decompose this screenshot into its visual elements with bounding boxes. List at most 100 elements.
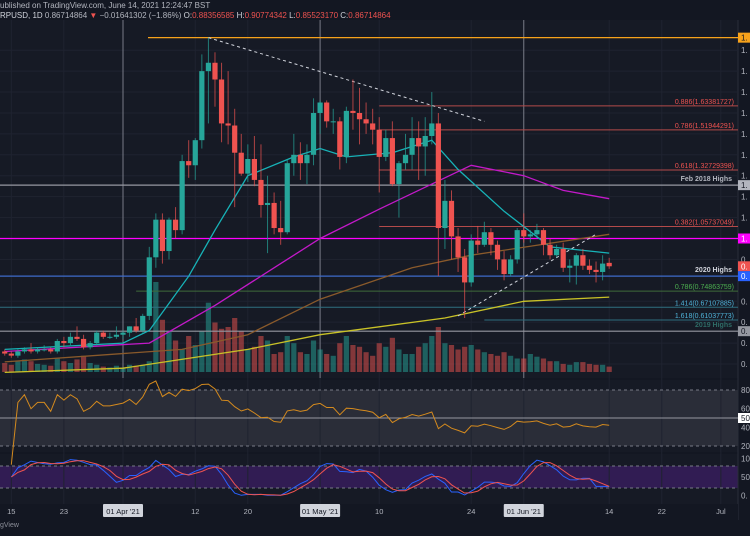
price-label-text: 1. [741,234,748,243]
candle [343,106,349,164]
candle [159,213,166,264]
candle [422,117,428,176]
candle-body [324,102,330,122]
candle [205,37,212,124]
candle [100,330,106,339]
volume-bar [429,336,435,372]
candle [304,144,310,185]
candle [120,330,126,339]
volume-bar [126,364,133,372]
candle-body [232,125,238,153]
volume-bar [297,352,303,372]
candle-body [80,338,87,348]
candle-body [547,244,553,256]
candle-body [402,154,409,164]
candle-body [61,341,67,344]
candle-body [28,349,34,352]
fib-level-label: 0.786(0.74863759) [675,284,734,291]
candle [48,347,54,354]
candle-body [192,140,198,166]
volume-bar [140,364,146,372]
logo-text: gView [0,522,19,529]
candle [586,259,593,275]
volume-bar [258,336,264,372]
volume-bar [396,349,402,372]
candle [107,332,113,339]
candle [284,158,290,235]
candle [448,190,455,260]
candle-body [87,343,93,348]
price-tick-label: 1. [741,151,748,160]
candle [370,108,376,145]
candle-body [67,336,74,344]
candle-body [586,265,593,270]
candle [508,255,514,277]
candle [600,255,606,281]
candle [310,98,317,166]
candle-body [113,334,120,337]
candle-body [310,112,317,155]
candle [488,228,494,256]
candle-body [573,255,579,266]
volume-bar [501,352,507,372]
candle [172,207,179,239]
price-tick-label: 0. [741,297,748,306]
candle [468,234,474,287]
time-tick-label: 01 Jun '21 [507,507,541,516]
price-label-text: 0. [741,262,748,271]
time-label-box [300,504,341,517]
volume-bar [468,345,474,372]
volume-bar [363,352,369,372]
time-tick-label: 23 [60,507,68,516]
volume-bar [264,340,271,372]
volume-bar [179,349,185,372]
volume-bar [606,366,612,372]
candle [179,154,185,235]
candle [376,117,382,193]
price-tick-label: 0. [741,339,748,348]
volume-bar [383,346,389,372]
time-label-box [103,504,143,517]
candle [140,313,146,333]
candle [67,332,74,346]
candle [212,52,218,107]
candle-body [21,349,28,352]
candle [264,175,271,254]
price-label-box [738,233,750,244]
high-value: 0.90774342 [244,11,287,20]
volume-bar [271,354,277,372]
volume-bar [34,363,41,372]
candle [540,228,547,256]
candle [554,244,560,258]
stoch-d-line [11,460,610,496]
candle [560,242,566,272]
candle-body [159,219,166,252]
volume-bar [48,365,54,372]
candle-body [48,349,54,352]
volume-bar [251,346,257,372]
volume-bar [94,364,100,372]
candle-body [304,154,310,164]
candle-body [435,123,441,229]
volume-bar [337,343,343,372]
candle-body [218,79,225,124]
time-tick-label: 10 [375,507,383,516]
candle-body [514,230,520,260]
candle [8,351,14,358]
price-label-box [738,271,750,282]
candle-body [600,263,606,272]
candle-body [468,240,474,283]
candle [389,121,395,187]
rsi-line [10,380,610,465]
volume-bar [28,361,34,372]
volume-bar [304,354,310,372]
volume-bar [402,354,409,372]
time-tick-label: 24 [467,507,475,516]
candle-body [540,230,547,245]
candle-body [166,219,172,252]
candle-body [560,248,566,268]
price-label-text: 1. [741,34,748,43]
price-tick-label: 1. [741,214,748,223]
candle [153,213,159,268]
